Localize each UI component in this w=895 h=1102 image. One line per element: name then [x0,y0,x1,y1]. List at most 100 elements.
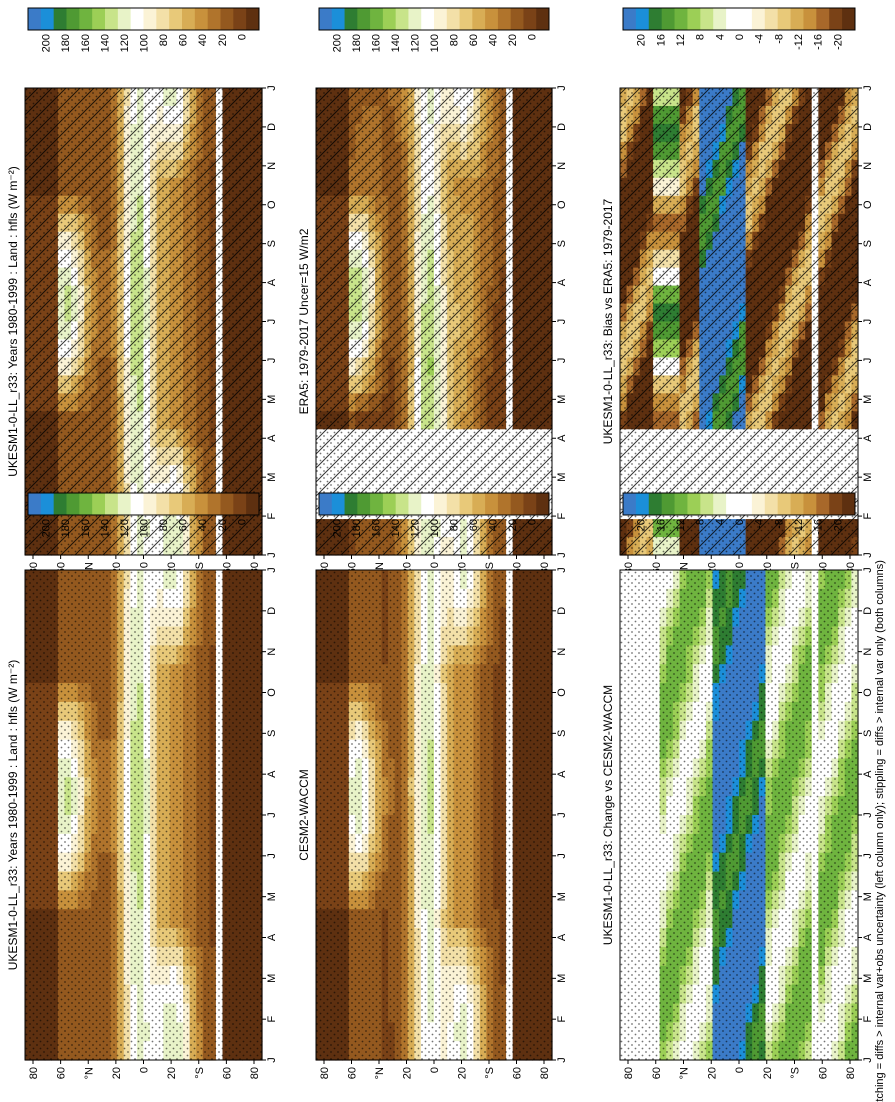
month-tick-label: O [266,688,278,697]
colorbar-swatch [79,8,93,30]
colorbar-tick-label: 120 [119,34,131,52]
colorbar-swatch [472,8,486,30]
month-tick-label: F [862,512,874,519]
month-tick-label: J [862,319,874,325]
colorbar-tick-label: 40 [487,34,499,46]
colorbar: 200 180 160 140 120 100 80 60 40 20 0 [27,7,260,52]
colorbar-tick-label: 100 [429,34,441,52]
colorbar-swatch [117,8,132,30]
colorbar-swatch [485,8,499,30]
colorbar-tick-label: 140 [99,519,111,537]
panel-3: 80 60 °N 20 0 20 °S 60 80JFMAMJJASONDJUKESM1-0-L… [601,7,874,574]
lat-tick-label: 60 [221,1067,233,1079]
colorbar-tick-label: 0 [236,519,248,525]
colorbar-tick-label: 80 [448,34,460,46]
colorbar-swatch [842,8,856,30]
lat-tick-label: °S [484,562,496,574]
lat-tick-label: 0 [429,562,441,568]
colorbar-swatch [92,493,106,515]
colorbar-swatch [79,493,93,515]
colorbar-swatch [207,493,221,515]
colorbar-tick-label: 200 [41,34,53,52]
colorbar-swatch [66,8,80,30]
colorbar-swatch [194,493,209,515]
colorbar-swatch [648,8,663,30]
colorbar-tick-label: 120 [119,519,131,537]
colorbar-tick-label: 180 [351,34,363,52]
colorbar-swatch [434,8,448,30]
colorbar-swatch [674,8,688,30]
hatching-overlay [316,88,552,555]
colorbar-swatch [382,8,397,30]
month-tick-label: O [556,200,568,209]
colorbar-swatch [446,8,460,30]
colorbar-swatch [635,8,650,30]
month-tick-label: J [266,853,278,859]
colorbar-swatch [751,8,766,30]
hatching-overlay [25,88,262,555]
colorbar-swatch [143,8,157,30]
colorbar-swatch [207,8,221,30]
colorbar-swatch [510,8,524,30]
colorbar-tick-label: 0 [734,34,746,40]
colorbar-swatch [143,493,157,515]
month-tick-label: S [862,240,874,247]
colorbar-swatch [105,8,119,30]
colorbar-frame [27,492,260,516]
colorbar-tick-label: 60 [178,34,190,46]
panel-title: UKESM1-0-LL_r33: Bias vs ERA5: 1979-2017 [601,198,615,444]
colorbar-tick-label: 180 [60,34,72,52]
colorbar-tick-label: 140 [390,34,402,52]
panel-5: 80 60 °N 20 0 20 °S 60 80JFMAMJJASONDJCESM2-WACC… [297,492,568,1079]
colorbar-swatch [803,8,817,30]
month-tick-label: J [556,552,568,558]
colorbar-swatch [726,8,740,30]
month-tick-label: M [266,974,278,983]
colorbar-swatch [40,8,55,30]
colorbar-swatch [182,493,196,515]
month-tick-label: A [862,434,874,442]
colorbar-tick-label: 16 [655,34,667,46]
panel-title: UKESM1-0-LL_r33: Years 1980-1999 : Land … [6,166,20,476]
panel-1: 80 60 °N 20 0 20 °S 60 80JFMAMJJASONDJUKESM1-0-L… [6,7,278,574]
month-tick-label: O [266,200,278,209]
lat-tick-label: 80 [28,1067,40,1079]
colorbar: 200 180 160 140 120 100 80 60 40 20 0 [318,7,550,52]
month-tick-label: F [556,512,568,519]
colorbar-swatch [764,8,779,30]
colorbar-swatch [220,493,234,515]
colorbar-swatch [344,8,358,30]
colorbar-swatch [28,8,42,30]
month-tick-label: S [266,240,278,247]
colorbar-tick-label: 40 [197,34,209,46]
month-tick-label: M [862,395,874,404]
month-tick-label: J [862,552,874,558]
colorbar-tick-label: 8 [695,34,707,40]
month-tick-label: M [266,473,278,482]
stippling-overlay [25,570,262,1060]
month-tick-label: J [862,85,874,91]
colorbar-swatch [370,8,384,30]
month-tick-label: M [556,473,568,482]
colorbar-swatch [169,8,183,30]
month-tick-label: J [556,319,568,325]
panel-4: 80 60 °N 20 0 20 °S 60 80JFMAMJJASONDJUKESM1-0-L… [6,492,278,1079]
colorbar-tick-label: 120 [410,34,422,52]
colorbar-swatch [459,8,473,30]
colorbar-swatch [523,8,537,30]
colorbar-swatch [777,8,791,30]
colorbar-swatch [421,8,435,30]
month-tick-label: J [862,358,874,364]
panel-title: UKESM1-0-LL_r33: Years 1980-1999 : Land … [6,660,20,970]
month-tick-label: F [266,1016,278,1023]
panels-group: 80 60 °N 20 0 20 °S 60 80JFMAMJJASONDJUKESM1-0-L… [6,7,874,1079]
colorbar-tick-label: -16 [813,34,825,50]
colorbar-swatch [700,8,714,30]
month-tick-label: J [266,319,278,325]
colorbar-swatch [53,493,67,515]
colorbar-swatch [816,8,830,30]
colorbar-swatch [331,8,345,30]
colorbar-swatch [66,493,80,515]
